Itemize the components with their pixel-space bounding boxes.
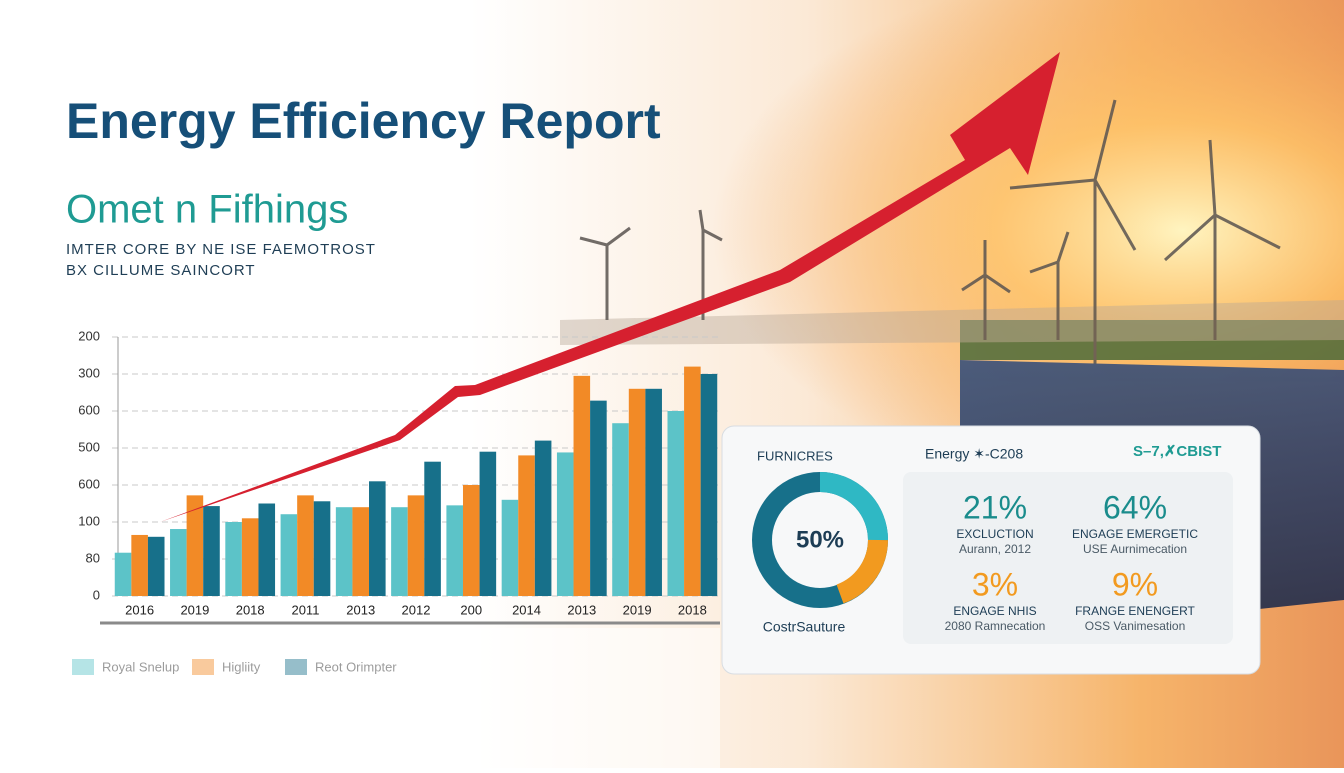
subtitle-line: IMTER CORE BY NE ISE FAEMOTROST [66, 241, 376, 258]
bar [131, 534, 148, 596]
bar [479, 451, 497, 596]
y-tick-label: 80 [86, 550, 100, 565]
y-tick-label: 200 [78, 328, 100, 343]
y-tick-label: 600 [78, 402, 100, 417]
subtitle: Omet n Fifhings [66, 188, 348, 232]
bar [645, 388, 662, 596]
stat-label: ENGAGE EMERGETIC [1072, 527, 1198, 541]
bar [241, 518, 259, 596]
bar [407, 495, 425, 596]
card-heading: Energy ✶-C208 [925, 446, 1023, 462]
y-tick-label: 300 [78, 365, 100, 380]
bar [369, 481, 386, 596]
x-tick-label: 2013 [567, 602, 596, 617]
x-tick-label: 2012 [402, 602, 431, 617]
stat-sub: USE Aurnimecation [1083, 542, 1187, 556]
subtitle-line: BX CILLUME SAINCORT [66, 262, 256, 279]
title: Energy Efficiency Report [66, 93, 661, 149]
stat-value: 9% [1112, 566, 1158, 602]
bar [518, 455, 535, 596]
x-tick-label: 2019 [180, 602, 209, 617]
stat-value: 21% [963, 489, 1027, 525]
stat-label: FRANGE ENENGERT [1075, 604, 1195, 618]
stat-value: 3% [972, 566, 1018, 602]
x-tick-label: 2018 [678, 602, 707, 617]
bar [424, 461, 441, 596]
bar [590, 400, 607, 596]
bar [170, 529, 187, 596]
bar [186, 495, 204, 596]
chart: 0 80 100 600 500 600 300 200 2016 2019 2018 2011 201… [72, 328, 720, 675]
bar [258, 503, 276, 596]
bar [114, 552, 132, 596]
bar [446, 505, 463, 596]
y-tick-label: 600 [78, 476, 100, 491]
bar [462, 485, 480, 596]
stat-label: EXCLUCTION [956, 527, 1033, 541]
x-tick-label: 2013 [346, 602, 375, 617]
bar [667, 411, 685, 596]
bar [628, 388, 646, 596]
stat-label: ENGAGE NHIS [953, 604, 1036, 618]
bar [573, 375, 591, 596]
bar [612, 423, 629, 596]
donut-segment [836, 539, 888, 604]
y-tick-label: 100 [78, 513, 100, 528]
card-heading: S–7,✗CBIST [1133, 443, 1221, 460]
y-tick-label: 500 [78, 439, 100, 454]
bar [684, 366, 701, 596]
x-tick-label: 2016 [125, 602, 154, 617]
x-tick-label: 2014 [512, 602, 541, 617]
bar [335, 507, 353, 596]
x-tick-label: 200 [460, 602, 482, 617]
bar [556, 452, 574, 596]
bar [352, 507, 370, 596]
bar [313, 501, 331, 596]
stat-value: 64% [1103, 489, 1167, 525]
bar [225, 522, 242, 596]
bar [700, 374, 718, 596]
bar [280, 514, 298, 596]
card: FURNICRES Energy ✶-C208 S–7,✗CBIST 50% C… [721, 425, 1261, 675]
stats-panel [903, 472, 1233, 644]
x-tick-label: 2011 [291, 602, 319, 617]
donut-caption: CostrSauture [763, 619, 846, 635]
stat-sub: 2080 Ramnecation [945, 619, 1046, 633]
bar [147, 536, 165, 596]
stat-sub: Aurann, 2012 [959, 542, 1031, 556]
bar [297, 495, 314, 596]
bar [391, 507, 408, 596]
bar [534, 440, 552, 596]
bar [501, 499, 519, 596]
bar [203, 506, 220, 596]
stat-sub: OSS Vanimesation [1085, 619, 1186, 633]
donut-segment [819, 472, 888, 541]
card-heading: FURNICRES [757, 448, 833, 463]
reflection [0, 628, 720, 768]
y-tick-label: 0 [93, 587, 100, 602]
x-tick-label: 2018 [236, 602, 265, 617]
x-tick-label: 2019 [623, 602, 652, 617]
donut-value: 50% [796, 526, 844, 553]
